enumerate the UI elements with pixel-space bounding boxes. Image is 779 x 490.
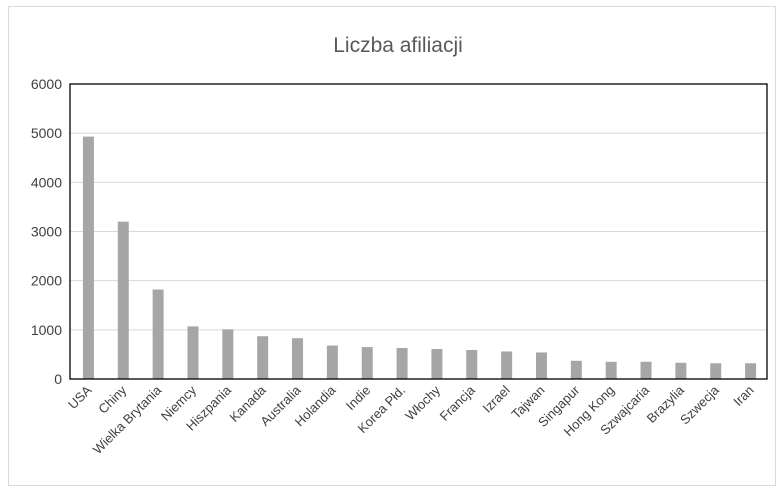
category-label: USA xyxy=(65,382,95,412)
plot-border xyxy=(69,83,768,380)
category-label: Włochy xyxy=(402,382,443,423)
bar xyxy=(152,289,164,379)
bar xyxy=(640,361,652,379)
chart-frame xyxy=(8,6,776,486)
bar xyxy=(326,345,338,379)
bar xyxy=(570,360,582,379)
bar xyxy=(396,348,408,379)
y-tick-label: 6000 xyxy=(31,76,62,92)
category-label: Francja xyxy=(437,382,479,424)
bar xyxy=(292,338,304,379)
bar xyxy=(257,336,269,379)
bar xyxy=(222,329,234,379)
y-tick-label: 3000 xyxy=(31,224,62,240)
bar xyxy=(466,349,478,379)
bar xyxy=(501,351,513,379)
y-tick-label: 0 xyxy=(54,371,62,387)
bar xyxy=(82,136,94,379)
category-label: Iran xyxy=(730,383,756,409)
bar xyxy=(745,363,757,379)
y-tick-label: 1000 xyxy=(31,322,62,338)
bar xyxy=(675,362,687,379)
category-label: Szwecja xyxy=(677,382,722,427)
bar xyxy=(710,363,722,379)
bar xyxy=(431,349,443,379)
bar xyxy=(187,326,199,379)
bar xyxy=(117,221,129,379)
bar xyxy=(361,347,373,379)
bar xyxy=(535,352,547,379)
chart-title: Liczba afiliacji xyxy=(333,34,463,57)
y-tick-label: 2000 xyxy=(31,273,62,289)
bar xyxy=(605,361,617,379)
y-tick-label: 4000 xyxy=(31,174,62,190)
y-tick-label: 5000 xyxy=(31,125,62,141)
category-label: Indie xyxy=(343,383,374,414)
